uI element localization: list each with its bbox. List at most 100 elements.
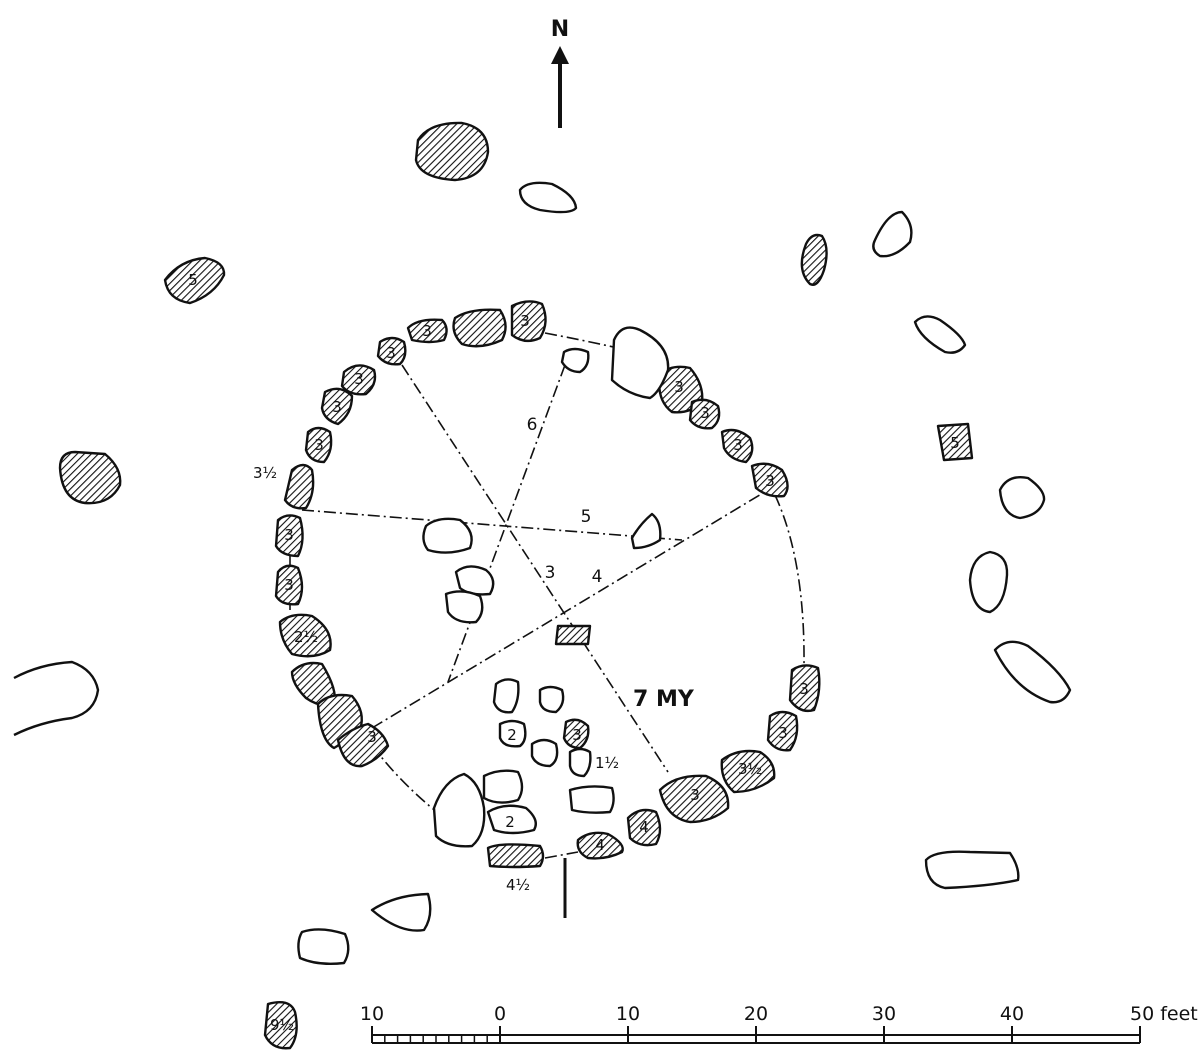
label-ne-4: 3 xyxy=(765,472,775,490)
stone-ring-se2 xyxy=(766,710,799,752)
stone-outer-ne3 xyxy=(913,315,967,354)
scale-minor-ticks xyxy=(384,1035,488,1043)
stone-ring-n2 xyxy=(452,308,507,348)
label-se-1: 3 xyxy=(799,680,809,698)
stone-ring-w5 xyxy=(278,613,332,658)
scale-tick-30: 30 xyxy=(872,1003,896,1025)
stone-ring-nw1 xyxy=(376,336,407,366)
stone-inner-3 xyxy=(630,512,662,550)
stone-outer-e4 xyxy=(993,640,1072,704)
outer-stones xyxy=(13,121,1072,1050)
chord-label-4: 4 xyxy=(592,567,603,587)
stone-inner-1 xyxy=(560,347,590,374)
label-n-2: 3 xyxy=(520,312,530,330)
stone-outer-e2 xyxy=(998,476,1046,520)
label-n-1: 3 xyxy=(422,322,432,340)
label-c-2: 3 xyxy=(572,726,582,744)
stone-inner-14 xyxy=(568,785,615,814)
north-label: N xyxy=(551,17,569,42)
stone-inner-15 xyxy=(486,804,537,835)
label-ne-2: 3 xyxy=(700,404,710,422)
label-c-4: 2 xyxy=(505,813,515,831)
label-c-1: 2 xyxy=(507,726,517,744)
perimeter-e xyxy=(544,332,619,349)
stone-outer-w xyxy=(58,450,122,505)
stone-inner-2 xyxy=(422,517,473,554)
stone-ring-w3 xyxy=(274,514,304,558)
stone-outer-sw-large xyxy=(263,1001,298,1050)
chord-4 xyxy=(371,489,769,729)
stone-inner-5 xyxy=(444,590,484,624)
stone-ring-se3 xyxy=(720,749,776,794)
label-ne-3: 3 xyxy=(733,436,743,454)
chord-lines xyxy=(289,332,805,918)
stone-outer-e xyxy=(936,422,974,462)
label-w-4: 3 xyxy=(284,576,294,594)
scale-bar: 10 0 10 20 30 40 50 feet xyxy=(360,1003,1198,1044)
stone-ring-e-open xyxy=(610,326,670,400)
scale-tick-20: 20 xyxy=(744,1003,768,1025)
stone-ring-w2 xyxy=(283,463,315,510)
stone-inner-8 xyxy=(538,685,565,714)
stone-ring-s2 xyxy=(576,831,624,860)
label-s-1: 4 xyxy=(639,818,649,836)
label-se-2: 3 xyxy=(778,724,788,742)
stone-ring-se1 xyxy=(788,664,821,713)
north-arrow: N xyxy=(551,17,569,128)
scale-tick-left-10: 10 xyxy=(360,1003,384,1025)
stone-outer-sw1 xyxy=(370,892,432,932)
scale-tick-10: 10 xyxy=(616,1003,640,1025)
scale-tick-0: 0 xyxy=(494,1003,506,1025)
stone-ring-se4 xyxy=(658,774,730,824)
label-s-2: 4 xyxy=(595,836,605,854)
stone-inner-16 xyxy=(432,772,486,848)
stone-ring-s1 xyxy=(626,808,662,847)
stone-inner-7 xyxy=(492,678,520,714)
scale-tick-40: 40 xyxy=(1000,1003,1024,1025)
stone-inner-13 xyxy=(482,769,524,804)
stone-labels: 5 5 9½ 3 3 3 3 3 3 3½ 3 3 2½ 3 3 3 3 3 3… xyxy=(188,271,960,1034)
label-c-3: 1½ xyxy=(595,754,619,772)
label-se-3: 3½ xyxy=(738,760,762,778)
stone-outer-e3 xyxy=(968,550,1009,614)
stone-ring-ne2 xyxy=(688,398,721,430)
stone-outer-ne1 xyxy=(800,233,828,286)
label-w-3: 3 xyxy=(284,526,294,544)
ring-stones xyxy=(274,300,821,869)
label-sw-1: 3 xyxy=(367,728,377,746)
stone-ring-n3 xyxy=(510,300,547,343)
perimeter-s2 xyxy=(544,851,579,859)
chord-label-group: 6 5 3 4 7 MY xyxy=(527,415,695,712)
stone-inner-9 xyxy=(498,719,527,748)
stone-inner-4 xyxy=(454,565,495,596)
stone-outer-nw xyxy=(163,256,226,305)
stone-inner-11 xyxy=(530,738,559,768)
label-ne-1: 3 xyxy=(674,378,684,396)
chord-6 xyxy=(447,364,566,683)
stone-ring-w1 xyxy=(304,426,333,464)
chord-label-3: 3 xyxy=(545,563,556,583)
stone-outer-sw2 xyxy=(297,928,350,966)
stone-ring-ne4 xyxy=(750,462,789,498)
stone-outer-far-w xyxy=(13,660,100,737)
stone-ring-nw2 xyxy=(340,364,377,396)
label-s-3: 4½ xyxy=(506,876,530,894)
label-nw-1: 3 xyxy=(386,344,396,362)
stone-inner-12 xyxy=(568,747,592,778)
stone-inner-6 xyxy=(554,624,592,646)
stone-ring-nw3 xyxy=(320,387,354,426)
label-outer-e: 5 xyxy=(950,434,960,452)
label-se-4: 3 xyxy=(690,786,700,804)
interior-stones xyxy=(422,347,662,848)
chord-label-5: 5 xyxy=(581,507,592,527)
line-label-7my: 7 MY xyxy=(633,687,695,712)
stone-ring-n1 xyxy=(406,318,448,344)
label-nw-3: 3 xyxy=(332,398,342,416)
scale-tick-50-feet: 50 feet xyxy=(1130,1003,1198,1025)
stone-ring-w4 xyxy=(274,564,304,606)
label-nw-2: 3 xyxy=(354,370,364,388)
stone-outer-ne2 xyxy=(872,210,913,258)
stone-outer-se xyxy=(924,850,1020,890)
chord-3 xyxy=(401,364,669,773)
